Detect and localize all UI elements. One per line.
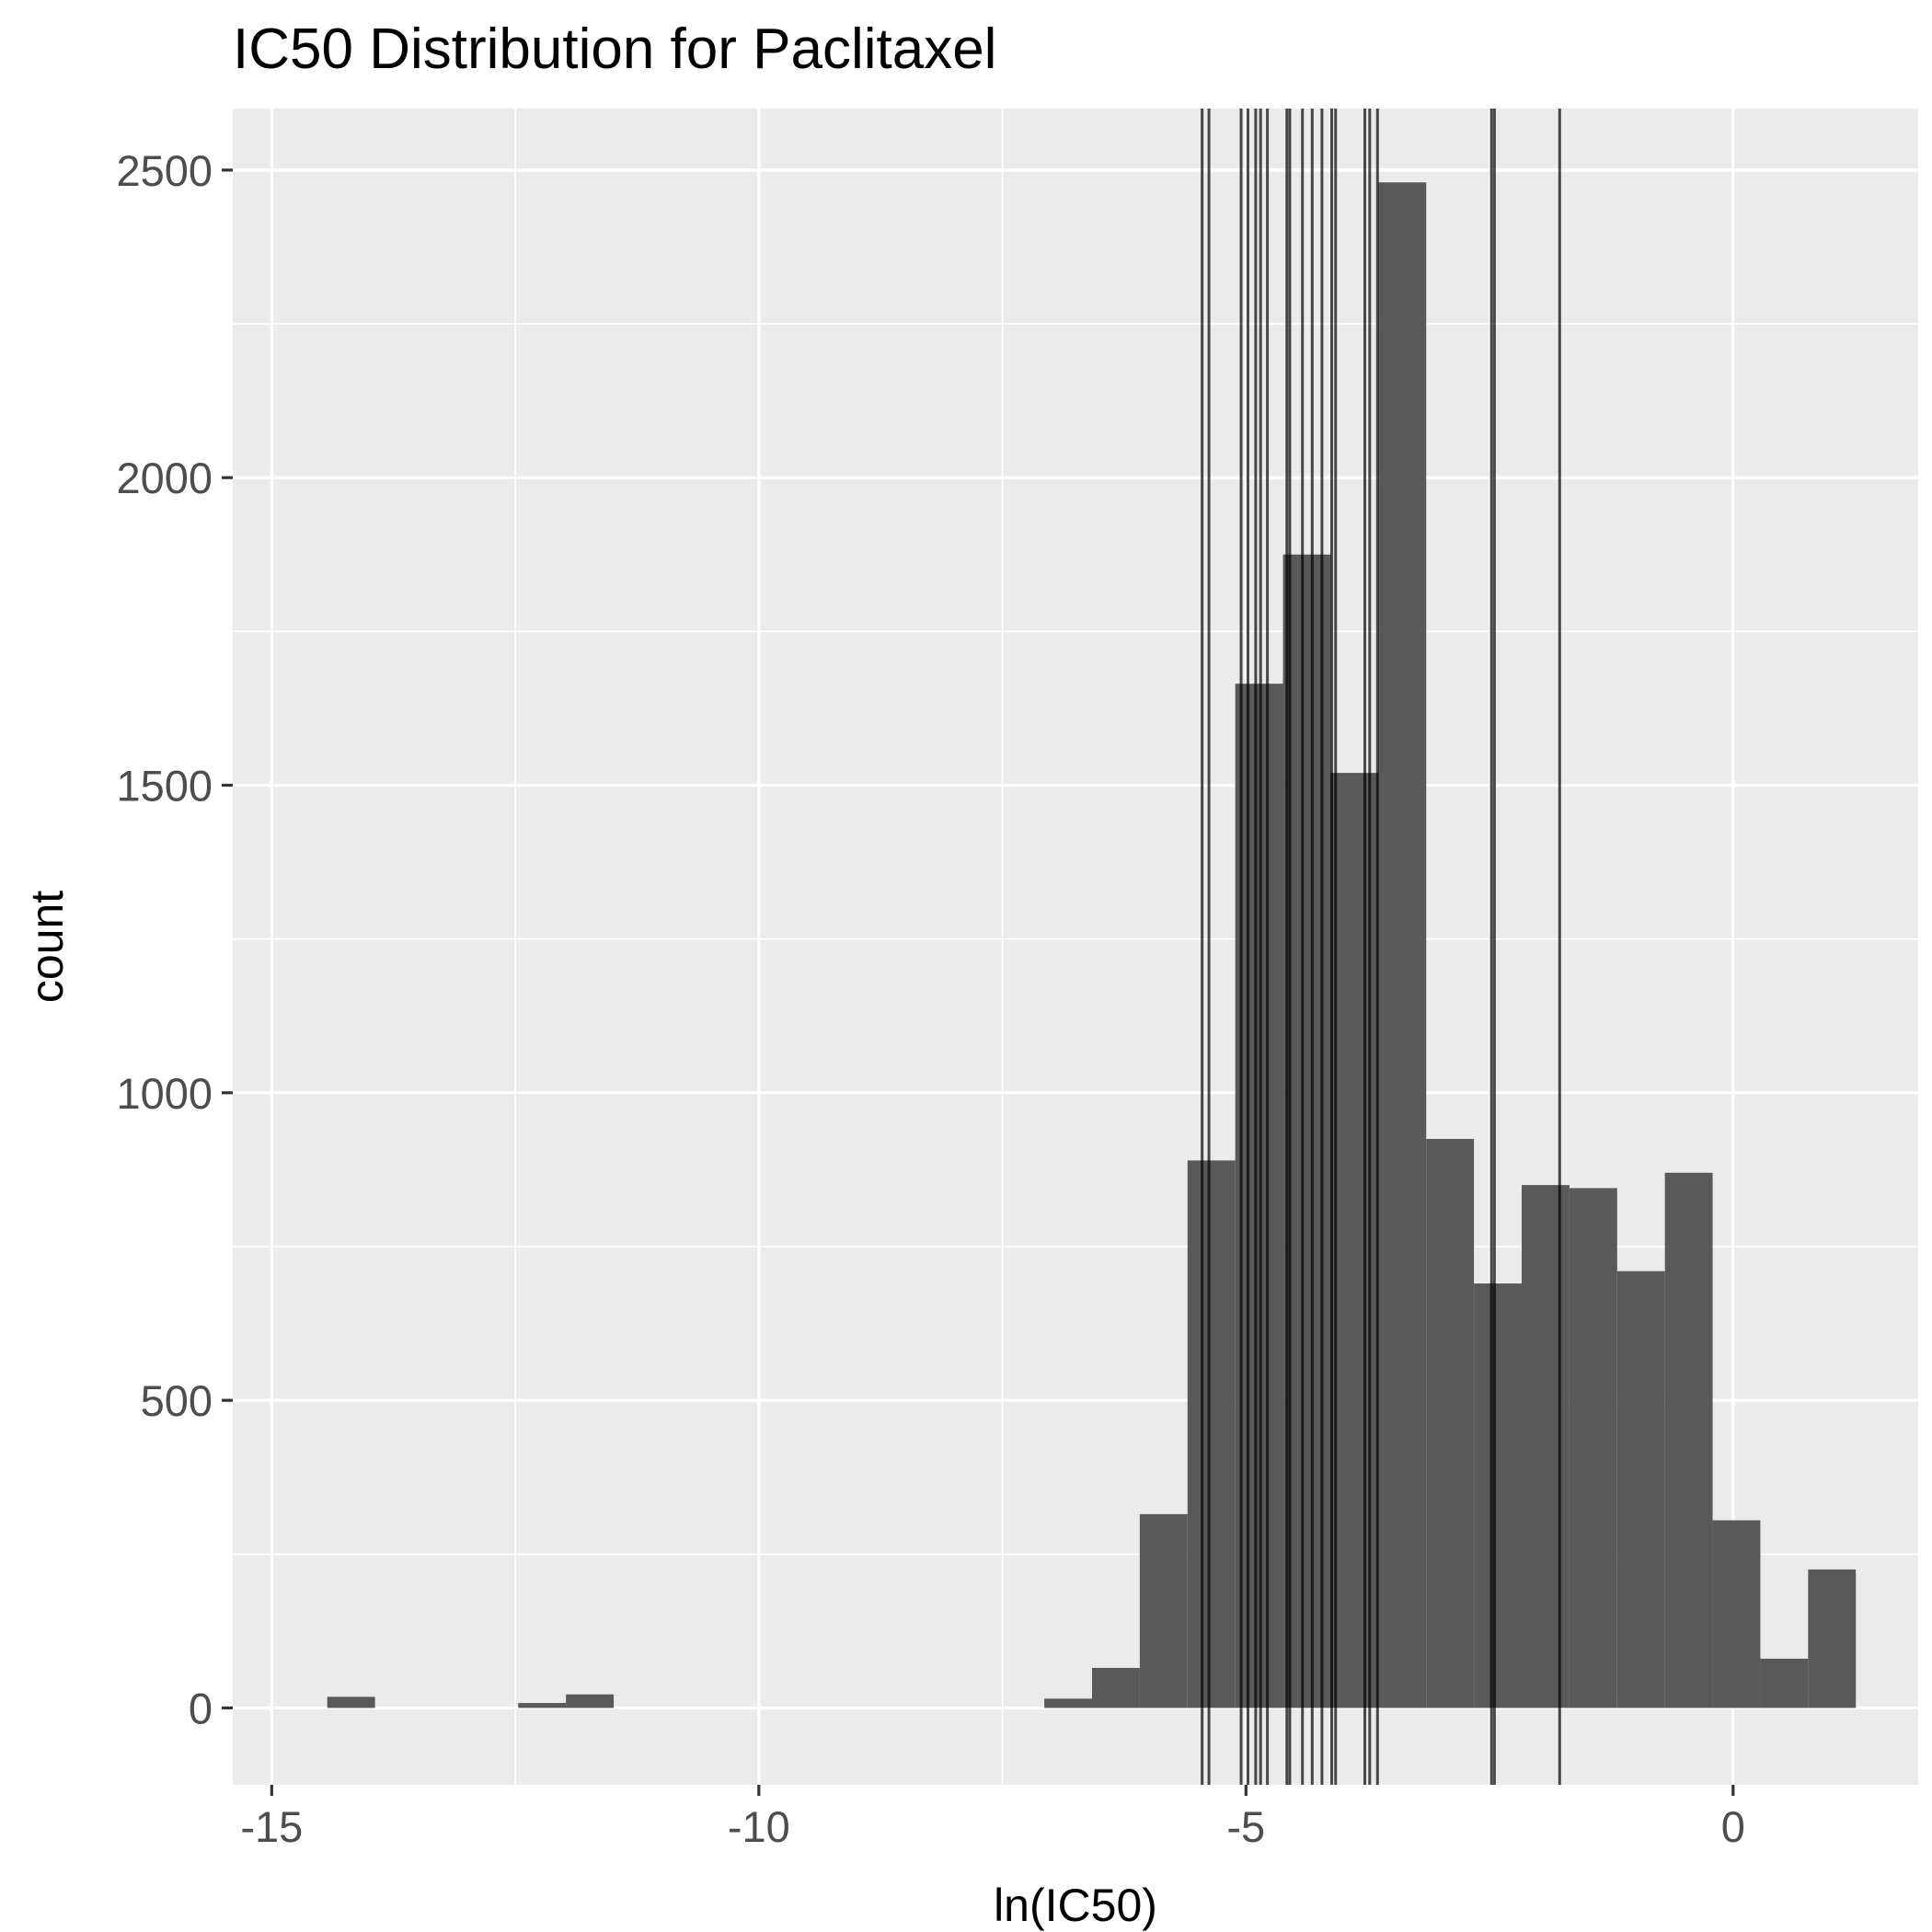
chart-title: IC50 Distribution for Paclitaxel	[233, 17, 996, 81]
histogram-bar	[1426, 1138, 1475, 1708]
histogram-bar	[518, 1703, 567, 1708]
histogram-bar	[1044, 1698, 1093, 1708]
histogram-bar	[1474, 1283, 1523, 1708]
histogram-bar	[1139, 1513, 1188, 1708]
histogram-bar	[1235, 684, 1283, 1708]
x-tick-label: -10	[728, 1802, 790, 1851]
histogram-bar	[1569, 1188, 1617, 1708]
histogram-bar	[1092, 1667, 1140, 1708]
y-tick-label: 2500	[116, 146, 213, 195]
y-tick-label: 2000	[116, 454, 213, 502]
y-tick-label: 500	[141, 1376, 213, 1425]
histogram-bar	[1760, 1658, 1809, 1708]
histogram-bar	[1616, 1271, 1665, 1708]
y-tick-label: 1000	[116, 1069, 213, 1118]
y-axis: 0 500 1000 1500 2000 2500	[116, 146, 233, 1732]
x-tick-label: 0	[1721, 1802, 1745, 1851]
vertical-reference-lines	[1201, 109, 1561, 1785]
y-tick-label: 1500	[116, 761, 213, 810]
histogram-bar	[1330, 773, 1379, 1708]
histogram-bar	[1522, 1185, 1570, 1708]
y-axis-title: count	[21, 891, 73, 1003]
histogram-bar	[1808, 1569, 1857, 1708]
histogram-bar	[1712, 1520, 1761, 1708]
x-axis-title: ln(IC50)	[994, 1880, 1157, 1931]
histogram-bar	[1664, 1172, 1713, 1708]
histogram-bar	[1378, 182, 1427, 1708]
histogram-bar	[566, 1694, 615, 1708]
y-tick-label: 0	[189, 1684, 213, 1732]
x-tick-label: -15	[240, 1802, 303, 1851]
x-axis: -15 -10 -5 0	[240, 1785, 1745, 1851]
x-tick-label: -5	[1226, 1802, 1265, 1851]
minor-gridlines	[233, 109, 1918, 1785]
histogram-bar	[327, 1696, 375, 1708]
histogram-bar	[1187, 1160, 1236, 1708]
